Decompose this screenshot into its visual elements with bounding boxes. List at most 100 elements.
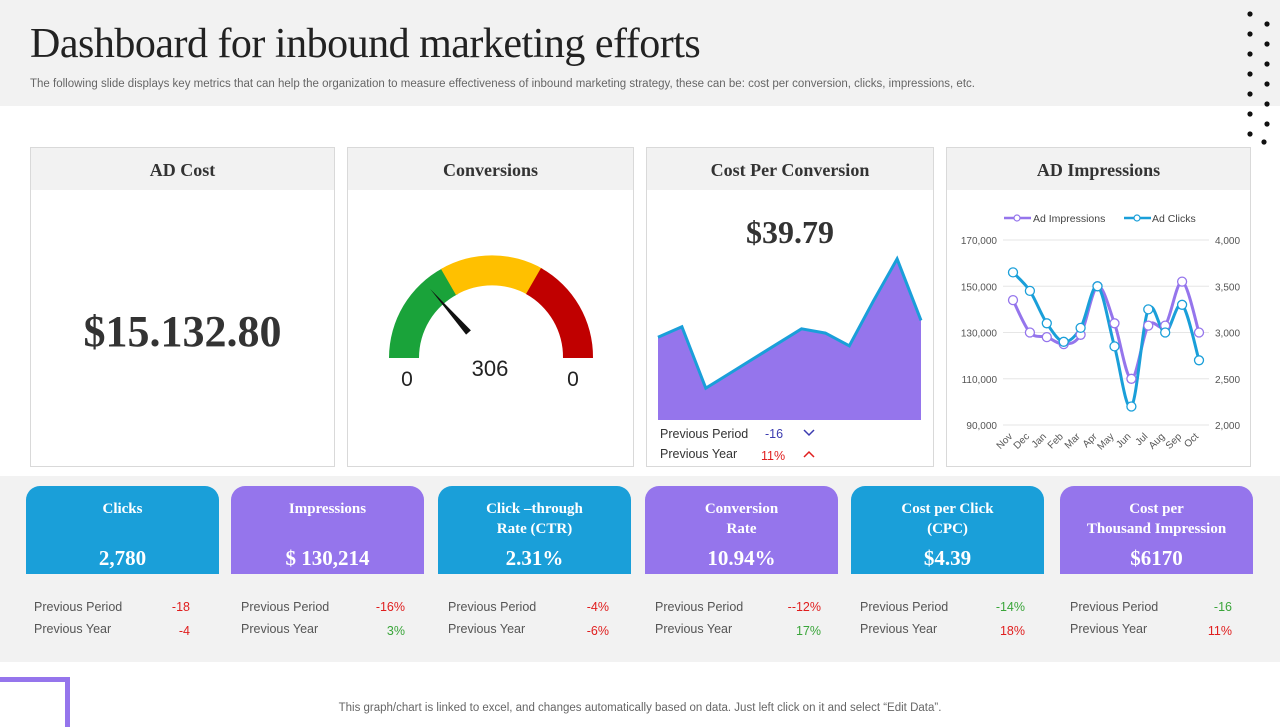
ad-clicks-point — [1160, 327, 1171, 338]
ad-impressions-point — [1024, 327, 1036, 338]
legend-ad-impressions: Ad Impressions — [1033, 213, 1105, 225]
previous-year-value: -4 — [178, 624, 190, 638]
ad-cost-value: $15.132.80 — [83, 307, 282, 356]
ad-clicks-point — [1143, 304, 1154, 315]
gauge-needle — [430, 289, 471, 335]
ad-clicks-point — [1024, 285, 1036, 297]
kpi-tile[interactable]: Conversion Rate 10.94% — [645, 486, 838, 574]
x-tick-label: May — [1095, 431, 1116, 452]
decorative-dots — [1243, 11, 1270, 154]
previous-year-label: Previous Year — [860, 622, 938, 636]
cpc-previous-year-value: 11% — [761, 449, 785, 463]
y-right-tick-label: 2,000 — [1215, 421, 1240, 432]
previous-year-value: -6% — [586, 624, 609, 638]
kpi-tile[interactable]: Clicks 2,780 — [26, 486, 219, 574]
conversions-gauge: 0 306 0 — [389, 255, 594, 391]
series-line-ad-clicks — [1011, 271, 1201, 409]
ad-impressions-point — [1109, 318, 1120, 329]
chevron-up-icon — [803, 450, 815, 458]
ad-impressions-point — [1176, 276, 1188, 287]
cpc-previous-period-label: Previous Period — [660, 427, 748, 441]
ad-clicks-point — [1126, 401, 1137, 412]
kpi-label: Cost per Thousand Impression — [1086, 501, 1227, 537]
gauge-segment-green — [389, 268, 458, 358]
previous-period-label: Previous Period — [1070, 600, 1159, 614]
previous-period-value: -14% — [995, 600, 1025, 614]
decorative-corner — [0, 677, 70, 727]
previous-period-label: Previous Period — [655, 600, 744, 614]
kpi-label: Conversion Rate — [704, 501, 779, 537]
y-left-tick-label: 170,000 — [961, 236, 998, 247]
previous-period-label: Previous Period — [448, 600, 537, 614]
cost-per-conversion-area-chart: Previous Period -16 Previous Year 11% — [657, 255, 923, 463]
x-tick-label: Jun — [1114, 431, 1133, 450]
previous-year-value: 18% — [999, 624, 1025, 638]
x-tick-label: Dec — [1012, 431, 1032, 451]
kpi-tile[interactable]: Cost per Thousand Impression $6170 — [1060, 486, 1253, 574]
ad-clicks-point — [1193, 355, 1205, 366]
chevron-down-icon — [803, 429, 815, 437]
ad-cost-card[interactable]: AD Cost $15.132.80 — [30, 147, 335, 467]
ad-clicks-point — [1075, 322, 1086, 334]
ad-cost-title: AD Cost — [31, 148, 334, 190]
page-subtitle: The following slide displays key metrics… — [30, 78, 975, 90]
kpi-tile[interactable]: Cost per Click (CPC) $4.39 — [851, 486, 1044, 574]
kpi-tile[interactable]: Click –through Rate (CTR) 2.31% — [438, 486, 631, 574]
previous-year-value: 17% — [795, 624, 821, 638]
previous-year-label: Previous Year — [1070, 622, 1148, 636]
header-band: Dashboard for inbound marketing efforts … — [0, 0, 1280, 106]
ad-impressions-point — [1041, 331, 1052, 343]
conversions-card[interactable]: Conversions 0 306 0 — [347, 147, 634, 467]
page-title: Dashboard for inbound marketing efforts — [30, 21, 701, 67]
ad-impressions-point — [1143, 320, 1154, 331]
y-right-tick-label: 3,500 — [1215, 282, 1240, 293]
previous-period-value: -16% — [375, 600, 405, 614]
previous-year-value: 11% — [1207, 624, 1232, 638]
kpi-label: Impressions — [288, 501, 367, 517]
ad-impressions-point — [1007, 294, 1019, 306]
kpi-value: 2,780 — [98, 546, 147, 570]
cpc-previous-year-label: Previous Year — [660, 447, 737, 461]
previous-period-value: -4% — [586, 600, 609, 614]
y-right-tick-label: 2,500 — [1215, 375, 1240, 386]
series-line-ad-impressions — [1011, 280, 1201, 381]
previous-period-value: -16 — [1213, 600, 1232, 614]
x-tick-label: Aug — [1147, 431, 1167, 451]
previous-year-label: Previous Year — [655, 622, 733, 636]
ad-impressions-line-chart: Ad Impressions Ad Clicks 170,000 150,000 1… — [961, 213, 1241, 452]
previous-year-label: Previous Year — [448, 622, 526, 636]
kpi-value: $ 130,214 — [285, 546, 370, 570]
gauge-min-label: 0 — [401, 368, 413, 391]
kpi-label: Click –through Rate (CTR) — [486, 501, 583, 537]
x-tick-label: Feb — [1046, 431, 1066, 451]
kpi-value: $4.39 — [923, 546, 972, 570]
y-right-tick-label: 4,000 — [1215, 236, 1240, 247]
legend-ad-clicks: Ad Clicks — [1152, 213, 1196, 225]
cost-per-conversion-area — [658, 258, 921, 420]
y-left-tick-label: 90,000 — [966, 421, 997, 432]
gauge-value-label: 306 — [472, 356, 509, 381]
gauge-segment-red — [526, 268, 594, 358]
cost-per-conversion-card[interactable]: Cost Per Conversion $39.79 Previous Peri… — [646, 147, 934, 467]
conversions-title: Conversions — [348, 148, 633, 190]
previous-year-label: Previous Year — [34, 622, 112, 636]
x-tick-label: Mar — [1063, 431, 1083, 451]
y-right-tick-label: 3,000 — [1215, 329, 1240, 340]
cost-per-conversion-value: $39.79 — [746, 214, 834, 250]
cost-per-conversion-line — [657, 255, 923, 391]
ad-impressions-point — [1126, 373, 1137, 384]
cpc-previous-period-value: -16 — [765, 427, 783, 441]
previous-period-label: Previous Period — [860, 600, 949, 614]
kpi-value: 10.94% — [707, 546, 776, 570]
ad-clicks-point — [1041, 318, 1052, 329]
kpi-tile[interactable]: Impressions $ 130,214 — [231, 486, 424, 574]
ad-clicks-point — [1109, 341, 1120, 352]
x-tick-label: Jan — [1030, 431, 1049, 450]
cost-per-conversion-title: Cost Per Conversion — [647, 148, 933, 190]
ad-clicks-point — [1092, 281, 1103, 292]
gauge-max-label: 0 — [567, 368, 579, 391]
ad-impressions-card[interactable]: AD Impressions Ad Impressions Ad Clicks … — [946, 147, 1251, 467]
x-tick-label: Oct — [1182, 431, 1201, 450]
footer-note: This graph/chart is linked to excel, and… — [338, 702, 942, 714]
kpi-label: Clicks — [102, 501, 143, 517]
